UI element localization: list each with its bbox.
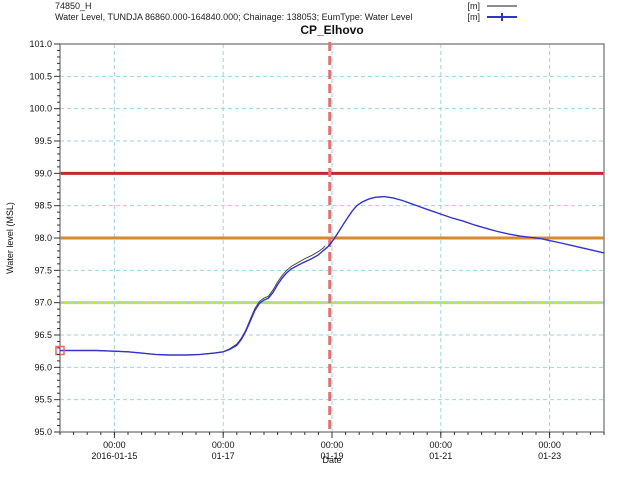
x-tick-date-label: 01-17	[212, 451, 235, 461]
x-tick-time-label: 00:00	[212, 440, 235, 450]
legend-swatch-observed	[487, 2, 517, 10]
x-tick-time-label: 00:00	[321, 440, 344, 450]
y-tick-label: 98.5	[34, 201, 52, 211]
x-tick-date-label: 01-21	[429, 451, 452, 461]
y-tick-label: 95.5	[34, 395, 52, 405]
legend-item-observed: 74850_H [m]	[55, 1, 480, 11]
y-tick-label: 99.0	[34, 168, 52, 178]
x-tick-date-label: 01-19	[320, 451, 343, 461]
legend-unit-observed: [m]	[467, 1, 481, 11]
y-tick-label: 99.5	[34, 136, 52, 146]
x-tick-date-label: 2016-01-15	[91, 451, 137, 461]
y-tick-label: 100.0	[29, 104, 52, 114]
y-axis-title: Water level (MSL)	[5, 202, 15, 274]
y-tick-label: 97.0	[34, 298, 52, 308]
y-tick-label: 96.5	[34, 330, 52, 340]
y-tick-label: 100.5	[29, 71, 52, 81]
legend-line-icon	[487, 5, 517, 7]
y-tick-label: 101.0	[29, 39, 52, 49]
y-tick-label: 98.0	[34, 233, 52, 243]
chart-title: CP_Elhovo	[300, 23, 364, 37]
legend-label-simulated: Water Level, TUNDJA 86860.000-164840.000…	[55, 12, 413, 22]
series-simulated	[60, 195, 605, 356]
x-axis-title: Date	[322, 455, 342, 465]
series-observed	[60, 245, 326, 356]
legend-plus-marker-icon	[501, 13, 503, 21]
legend-item-simulated: Water Level, TUNDJA 86860.000-164840.000…	[55, 12, 480, 22]
y-tick-label: 96.0	[34, 362, 52, 372]
legend-swatch-simulated	[487, 13, 517, 21]
x-tick-date-label: 01-23	[538, 451, 561, 461]
legend-label-observed: 74850_H	[55, 1, 92, 11]
y-tick-label: 95.0	[34, 427, 52, 437]
x-tick-time-label: 00:00	[103, 440, 126, 450]
legend-unit-simulated: [m]	[467, 12, 481, 22]
y-tick-label: 97.5	[34, 265, 52, 275]
x-tick-time-label: 00:00	[430, 440, 453, 450]
x-tick-time-label: 00:00	[538, 440, 561, 450]
